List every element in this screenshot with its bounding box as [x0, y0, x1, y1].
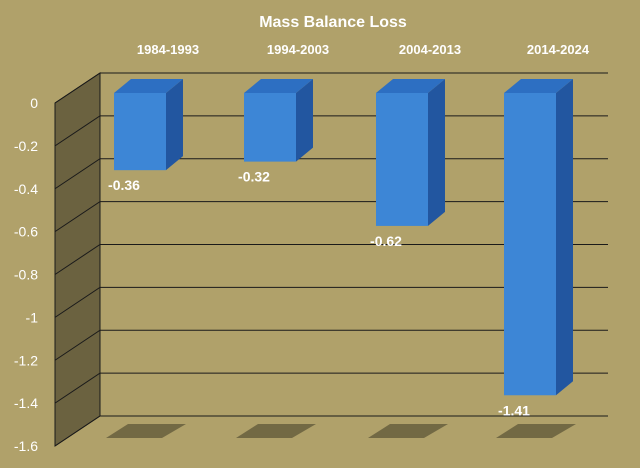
data-label: -0.62: [370, 233, 402, 249]
data-label: -0.32: [238, 169, 270, 185]
y-tick-label: 0: [30, 95, 38, 111]
chart-title: Mass Balance Loss: [259, 14, 407, 31]
gridline: [54, 372, 608, 404]
bar-shadow: [496, 424, 576, 438]
bar: [376, 93, 428, 226]
bar-side: [556, 79, 573, 396]
category-label: 1984-1993: [137, 42, 199, 57]
category-label: 2004-2013: [399, 42, 461, 57]
data-label: -1.41: [498, 402, 530, 418]
y-tick-label: -1: [26, 309, 39, 325]
y-tick-label: -0.2: [14, 138, 38, 154]
bar-shadows: [106, 424, 576, 438]
y-tick-label: -1.6: [14, 438, 38, 454]
y-tick-label: -0.8: [14, 267, 38, 283]
category-labels: 1984-1993 1994-2003 2004-2013 2014-2024: [137, 42, 590, 57]
bar-shadow: [106, 424, 186, 438]
data-label: -0.36: [108, 177, 140, 193]
y-axis-ticks: 0 -0.2 -0.4 -0.6 -0.8 -1 -1.2 -1.4 -1.6: [14, 95, 38, 454]
bar: [244, 93, 296, 162]
category-label: 2014-2024: [527, 42, 590, 57]
bar: [114, 93, 166, 171]
gridline: [54, 286, 608, 318]
y-tick-label: -1.2: [14, 352, 38, 368]
gridline: [54, 415, 608, 447]
bar-top: [244, 79, 313, 93]
y-tick-label: -0.4: [14, 181, 38, 197]
gridline: [54, 72, 608, 104]
bars: [114, 79, 573, 396]
bar-top: [504, 79, 573, 93]
bar-top: [376, 79, 445, 93]
category-label: 1994-2003: [267, 42, 329, 57]
bar-shadow: [236, 424, 316, 438]
bar-side: [166, 79, 183, 171]
gridline: [54, 329, 608, 361]
bar-side: [296, 79, 313, 162]
bar-top: [114, 79, 183, 93]
bar-shadow: [368, 424, 448, 438]
y-tick-label: -1.4: [14, 395, 38, 411]
gridline: [54, 244, 608, 275]
bar: [504, 93, 556, 396]
data-labels: -0.36 -0.32 -0.62 -1.41: [108, 169, 530, 419]
y-tick-label: -0.6: [14, 224, 38, 240]
bar-side: [428, 79, 445, 226]
